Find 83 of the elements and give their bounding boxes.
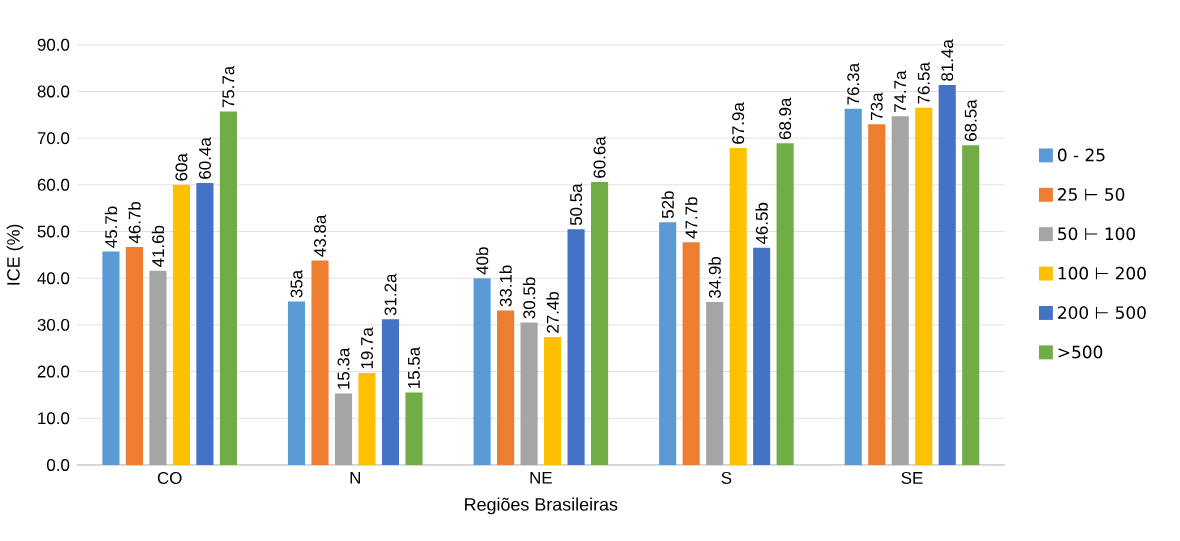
bar [334,393,353,466]
x-tick-label: SE [901,472,923,485]
x-tick-label: S [721,472,732,485]
data-label: 27.4b [546,292,559,333]
bar [405,392,423,466]
data-label: 76.3a [847,63,860,105]
y-tick-label: 0.0 [47,459,70,472]
data-label: 45.7b [104,206,118,249]
data-label: 40b [475,247,489,275]
y-tick-label: 50.0 [37,225,70,238]
x-tick-label: CO [157,472,182,485]
bar [219,111,237,466]
data-label: 52b [661,191,674,219]
data-label: 33.1b [499,265,512,307]
bar [311,260,329,466]
bar [844,108,862,466]
data-label: 43.8a [314,214,326,257]
y-tick-label: 90.0 [37,39,70,51]
bar [891,116,909,466]
bar [868,124,886,466]
data-label: 34.9b [708,257,721,299]
data-label: 67.9a [732,102,745,144]
y-tick-label: 40.0 [37,272,70,285]
bar [125,247,143,466]
data-label: 15.5a [408,347,420,389]
bar [497,310,515,466]
data-label: 74.7a [894,70,907,113]
bar [149,270,167,466]
bar [659,222,677,466]
legend-label: 100 ⊢ 200 [1058,266,1146,280]
legend-label: 200 ⊢ 500 [1058,306,1146,320]
bar [938,85,956,466]
legend-label: 0 - 25 [1057,148,1105,162]
data-label: 46.5b [755,203,768,245]
legend-label: >500 [1058,345,1103,359]
bar [706,302,724,466]
bar [591,182,609,466]
y-tick-label: 80.0 [37,85,70,98]
bar [381,319,400,466]
data-label: 50.5a [570,183,583,226]
y-tick-label: 70.0 [37,132,70,145]
bar [753,248,771,466]
data-label: 73a [870,92,883,121]
data-label: 19.7a [361,327,373,369]
data-label: 15.3a [337,347,350,390]
x-axis-title: Regiões Brasileiras [465,497,618,515]
data-label: 60.4a [198,137,211,179]
bar [473,278,491,466]
data-label: 41.6b [151,225,165,268]
data-label: 60a [175,153,188,181]
y-axis-title: ICE (%) [6,224,24,285]
bar [729,148,747,466]
data-label: 60.6a [593,136,606,178]
bar [287,301,306,466]
bar [544,337,562,466]
y-tick-label: 10.0 [38,412,70,425]
bar [682,242,700,466]
data-label: 46.7b [128,202,141,244]
data-label: 81.4a [941,39,954,82]
bar [520,322,538,466]
bar [776,143,794,466]
bar [962,145,980,466]
bar [102,251,120,466]
y-tick-label: 30.0 [37,319,70,332]
y-tick-label: 60.0 [37,179,70,192]
data-label: 30.5b [522,277,536,319]
legend-label: 25 ⊢ 50 [1058,188,1125,202]
data-label: 75.7a [222,66,235,108]
bar [358,373,376,466]
data-label: 68.9a [779,97,792,140]
data-label: 47.7b [684,197,698,239]
data-label: 35a [290,270,303,298]
bar [196,183,214,466]
legend-label: 50 ⊢ 100 [1058,227,1136,241]
data-label: 31.2a [384,273,397,316]
data-label: 68.5a [964,99,977,142]
x-tick-label: N [350,472,360,484]
data-label: 76.5a [917,62,930,104]
x-tick-label: NE [530,472,552,484]
bar [915,108,933,466]
bar [172,185,190,466]
bar [567,229,585,466]
y-tick-label: 20.0 [37,365,70,378]
